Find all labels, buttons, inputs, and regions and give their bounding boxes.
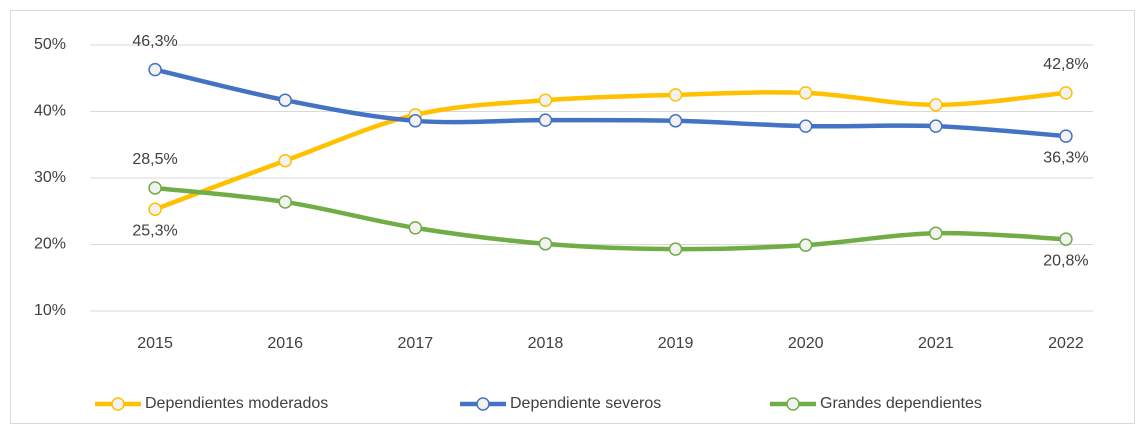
y-tick-label: 50% <box>34 36 66 53</box>
data-point <box>148 202 162 217</box>
data-point <box>408 221 423 235</box>
x-tick-label: 2020 <box>788 335 824 352</box>
legend-label: Grandes dependientes <box>820 395 982 412</box>
data-point <box>929 226 943 240</box>
data-point <box>1059 86 1073 100</box>
data-label: 46,3% <box>132 33 177 50</box>
data-label: 42,8% <box>1043 56 1088 73</box>
data-point <box>668 88 683 102</box>
data-point <box>278 93 292 107</box>
data-label: 28,5% <box>132 151 177 168</box>
data-label: 25,3% <box>132 222 177 239</box>
data-point <box>278 153 292 168</box>
data-point <box>538 237 553 251</box>
y-tick-label: 20% <box>34 236 66 253</box>
x-tick-label: 2018 <box>528 335 564 352</box>
x-tick-label: 2022 <box>1048 335 1084 352</box>
data-point <box>798 86 813 100</box>
y-tick-label: 30% <box>34 169 66 186</box>
legend-label: Dependiente severos <box>510 395 661 412</box>
legend-marker <box>476 397 490 411</box>
x-tick-label: 2016 <box>267 335 303 352</box>
y-tick-label: 40% <box>34 103 66 120</box>
data-point <box>538 93 553 107</box>
data-point <box>668 114 683 128</box>
data-point <box>668 242 683 256</box>
data-point <box>1059 232 1073 246</box>
legend-label: Dependientes moderados <box>145 395 328 412</box>
data-point <box>538 113 553 127</box>
series-line <box>152 90 1069 212</box>
x-tick-label: 2017 <box>398 335 434 352</box>
data-point <box>929 119 943 133</box>
data-point <box>798 119 813 133</box>
legend-marker <box>786 397 800 411</box>
data-label: 20,8% <box>1043 252 1088 269</box>
data-point <box>148 62 162 77</box>
data-point <box>798 238 813 252</box>
data-point <box>278 195 292 209</box>
y-tick-label: 10% <box>34 302 66 319</box>
x-tick-label: 2019 <box>658 335 694 352</box>
x-tick-label: 2015 <box>137 335 173 352</box>
data-point <box>929 98 943 112</box>
chart-frame <box>10 10 1135 424</box>
x-tick-label: 2021 <box>918 335 954 352</box>
series-line <box>152 185 1069 252</box>
data-label: 36,3% <box>1043 149 1088 166</box>
data-point <box>148 181 162 195</box>
data-point <box>1059 129 1073 143</box>
series-line <box>152 67 1069 139</box>
data-point <box>408 114 423 128</box>
legend-marker <box>111 397 125 411</box>
